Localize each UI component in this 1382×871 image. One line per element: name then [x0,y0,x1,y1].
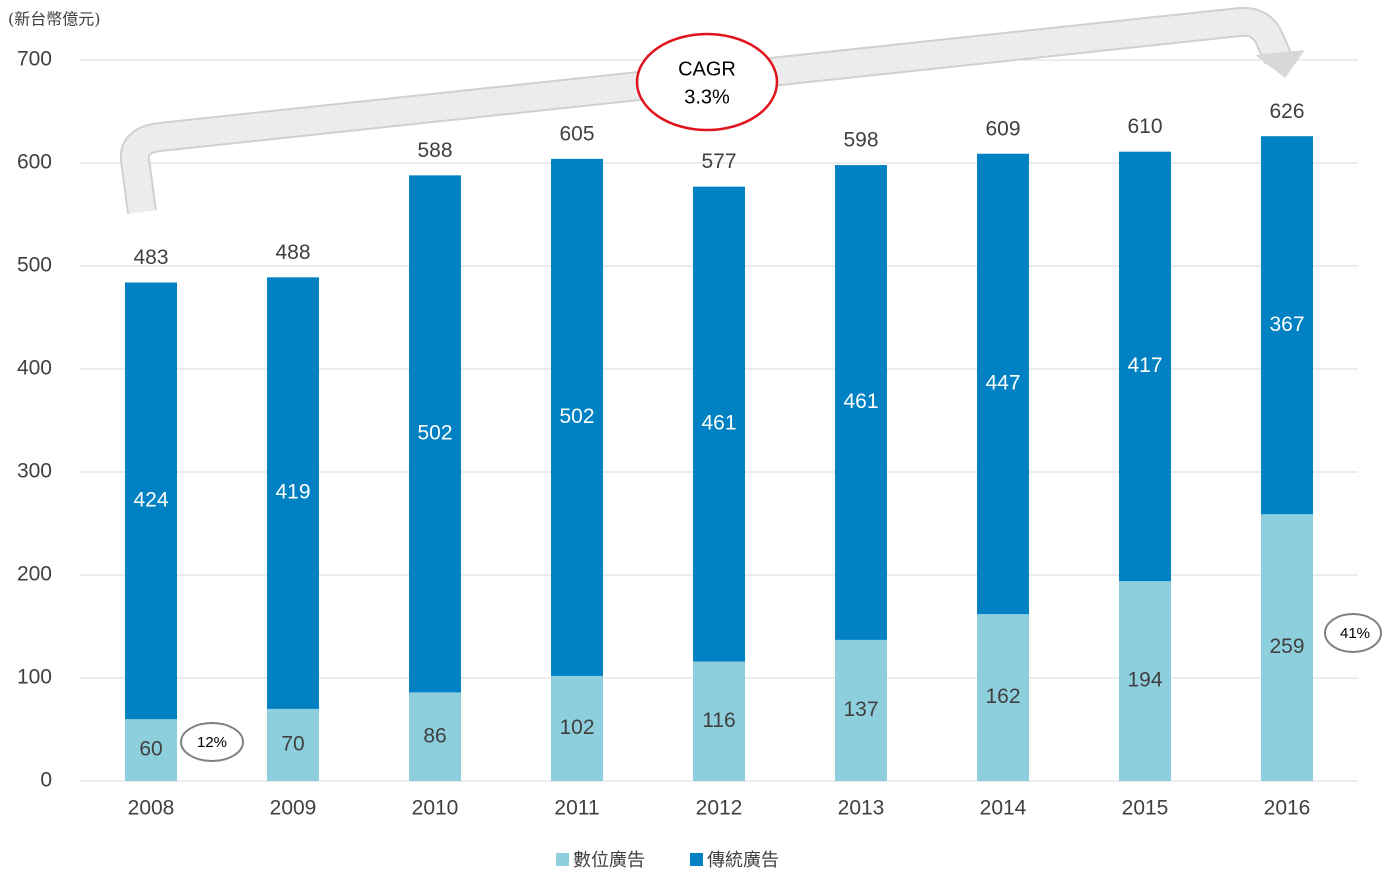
legend-swatch [556,853,569,866]
bar-segment [1119,581,1171,781]
total-label: 605 [559,122,594,145]
bar-segment [551,675,603,781]
total-label: 588 [417,139,452,162]
total-label: 483 [133,246,168,269]
y-tick-label: 500 [17,254,52,277]
data-label: 194 [1127,669,1162,692]
total-label: 488 [275,241,310,264]
bar-segment [977,153,1029,615]
data-label: 116 [702,709,735,732]
data-label: 447 [985,371,1020,394]
cagr-title: CAGR [678,58,736,80]
bar-segment [835,639,887,781]
y-tick-label: 700 [17,48,52,71]
data-label: 86 [423,724,446,747]
bar-segment [1261,136,1313,515]
share-ellipse [1324,613,1382,653]
x-tick-label: 2013 [838,797,885,820]
x-tick-label: 2016 [1264,797,1311,820]
bar-segment [125,719,177,781]
bar-segment [267,708,319,781]
end-share: 41% [1340,625,1370,642]
cagr-ellipse [635,32,779,132]
data-label: 461 [701,412,736,435]
bar-segment [125,282,177,720]
trend-arrow-head [1255,50,1305,78]
data-label: 417 [1127,354,1162,377]
data-label: 259 [1269,635,1304,658]
data-label: 419 [275,481,310,504]
bar-segment [1119,151,1171,582]
x-tick-label: 2009 [270,797,317,820]
total-label: 598 [843,129,878,152]
data-label: 102 [559,716,594,739]
data-label: 424 [133,488,168,511]
legend-swatch [690,853,703,866]
data-label: 367 [1269,313,1304,336]
bar-segment [409,692,461,781]
bar-segment [693,186,745,662]
x-tick-label: 2014 [980,797,1027,820]
bar-segment [835,165,887,640]
y-tick-label: 400 [17,357,52,380]
bar-segment [977,614,1029,781]
data-label: 60 [139,738,162,761]
bar-segment [267,277,319,709]
data-label: 502 [559,405,594,428]
total-label: 610 [1127,115,1162,138]
bar-segment [409,175,461,693]
share-ellipse [180,722,244,762]
x-tick-label: 2010 [412,797,459,820]
y-tick-label: 300 [17,460,52,483]
x-tick-label: 2008 [128,797,175,820]
x-tick-label: 2015 [1122,797,1169,820]
legend-label: 數位廣告 [573,850,645,870]
total-label: 577 [701,150,736,173]
y-tick-label: 600 [17,151,52,174]
y-tick-label: 100 [17,666,52,689]
y-tick-label: 0 [40,769,52,792]
data-label: 70 [281,732,304,755]
legend-label: 傳統廣告 [707,850,779,870]
data-label: 137 [843,698,878,721]
start-share: 12% [197,734,227,751]
y-tick-label: 200 [17,563,52,586]
x-tick-label: 2012 [696,797,743,820]
bar-segment [551,158,603,676]
unit-label: (新台幣億元) [8,10,101,29]
total-label: 609 [985,117,1020,140]
cagr-value: 3.3% [684,86,730,108]
data-label: 502 [417,421,452,444]
total-label: 626 [1269,100,1304,123]
bar-segment [693,661,745,781]
data-label: 461 [843,390,878,413]
x-tick-label: 2011 [554,797,599,820]
data-label: 162 [985,685,1020,708]
bar-segment [1261,514,1313,781]
